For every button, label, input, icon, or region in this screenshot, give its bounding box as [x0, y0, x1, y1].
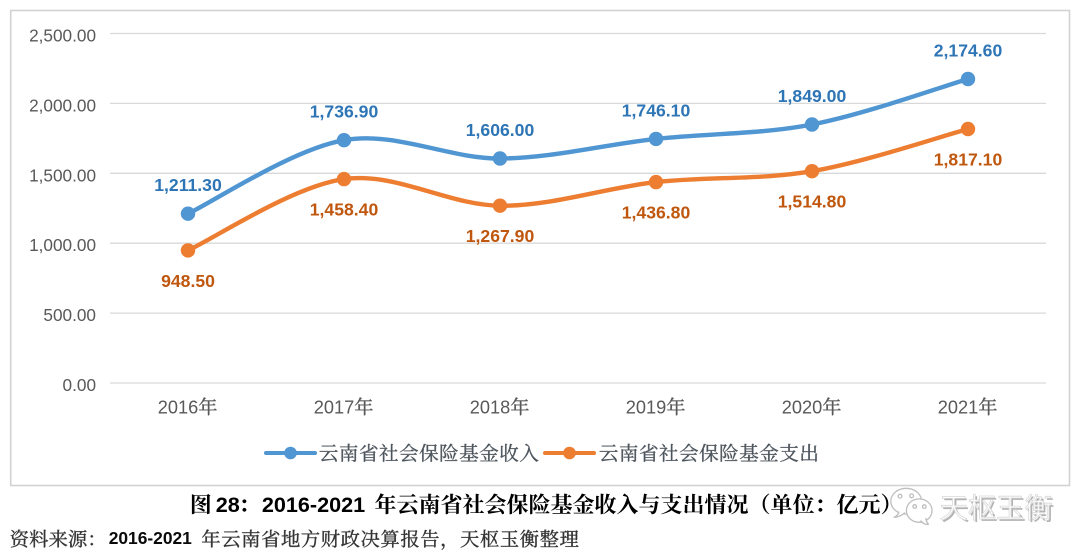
- svg-text:500.00: 500.00: [43, 305, 96, 325]
- svg-text:2,000.00: 2,000.00: [29, 95, 96, 115]
- svg-text:2018: 2018: [470, 398, 510, 418]
- svg-text:2,500.00: 2,500.00: [29, 26, 96, 46]
- svg-text:1,458.40: 1,458.40: [310, 200, 379, 220]
- svg-text:1,000.00: 1,000.00: [29, 235, 96, 255]
- svg-text:1,849.00: 1,849.00: [778, 86, 847, 106]
- svg-text:2021: 2021: [938, 398, 978, 418]
- svg-text:2020: 2020: [782, 398, 822, 418]
- svg-text:1,514.80: 1,514.80: [778, 192, 847, 212]
- svg-text:1,606.00: 1,606.00: [466, 120, 535, 140]
- svg-text:0.00: 0.00: [63, 375, 96, 395]
- svg-text:28: 28: [216, 492, 240, 517]
- svg-text:1,736.90: 1,736.90: [310, 102, 379, 122]
- svg-text:948.50: 948.50: [161, 271, 215, 291]
- svg-text:1,817.10: 1,817.10: [934, 150, 1003, 170]
- svg-text:1,746.10: 1,746.10: [622, 100, 691, 120]
- svg-text:2017: 2017: [314, 398, 354, 418]
- svg-text:1,436.80: 1,436.80: [622, 203, 691, 223]
- svg-text:1,267.90: 1,267.90: [466, 226, 535, 246]
- svg-text:1,211.30: 1,211.30: [154, 175, 222, 195]
- svg-text:2016-2021: 2016-2021: [109, 528, 192, 548]
- svg-text:2019: 2019: [626, 398, 666, 418]
- svg-text:1,500.00: 1,500.00: [29, 165, 96, 185]
- svg-text:2,174.60: 2,174.60: [934, 40, 1003, 60]
- svg-text:2016: 2016: [158, 398, 198, 418]
- svg-text:2016-2021: 2016-2021: [262, 492, 365, 517]
